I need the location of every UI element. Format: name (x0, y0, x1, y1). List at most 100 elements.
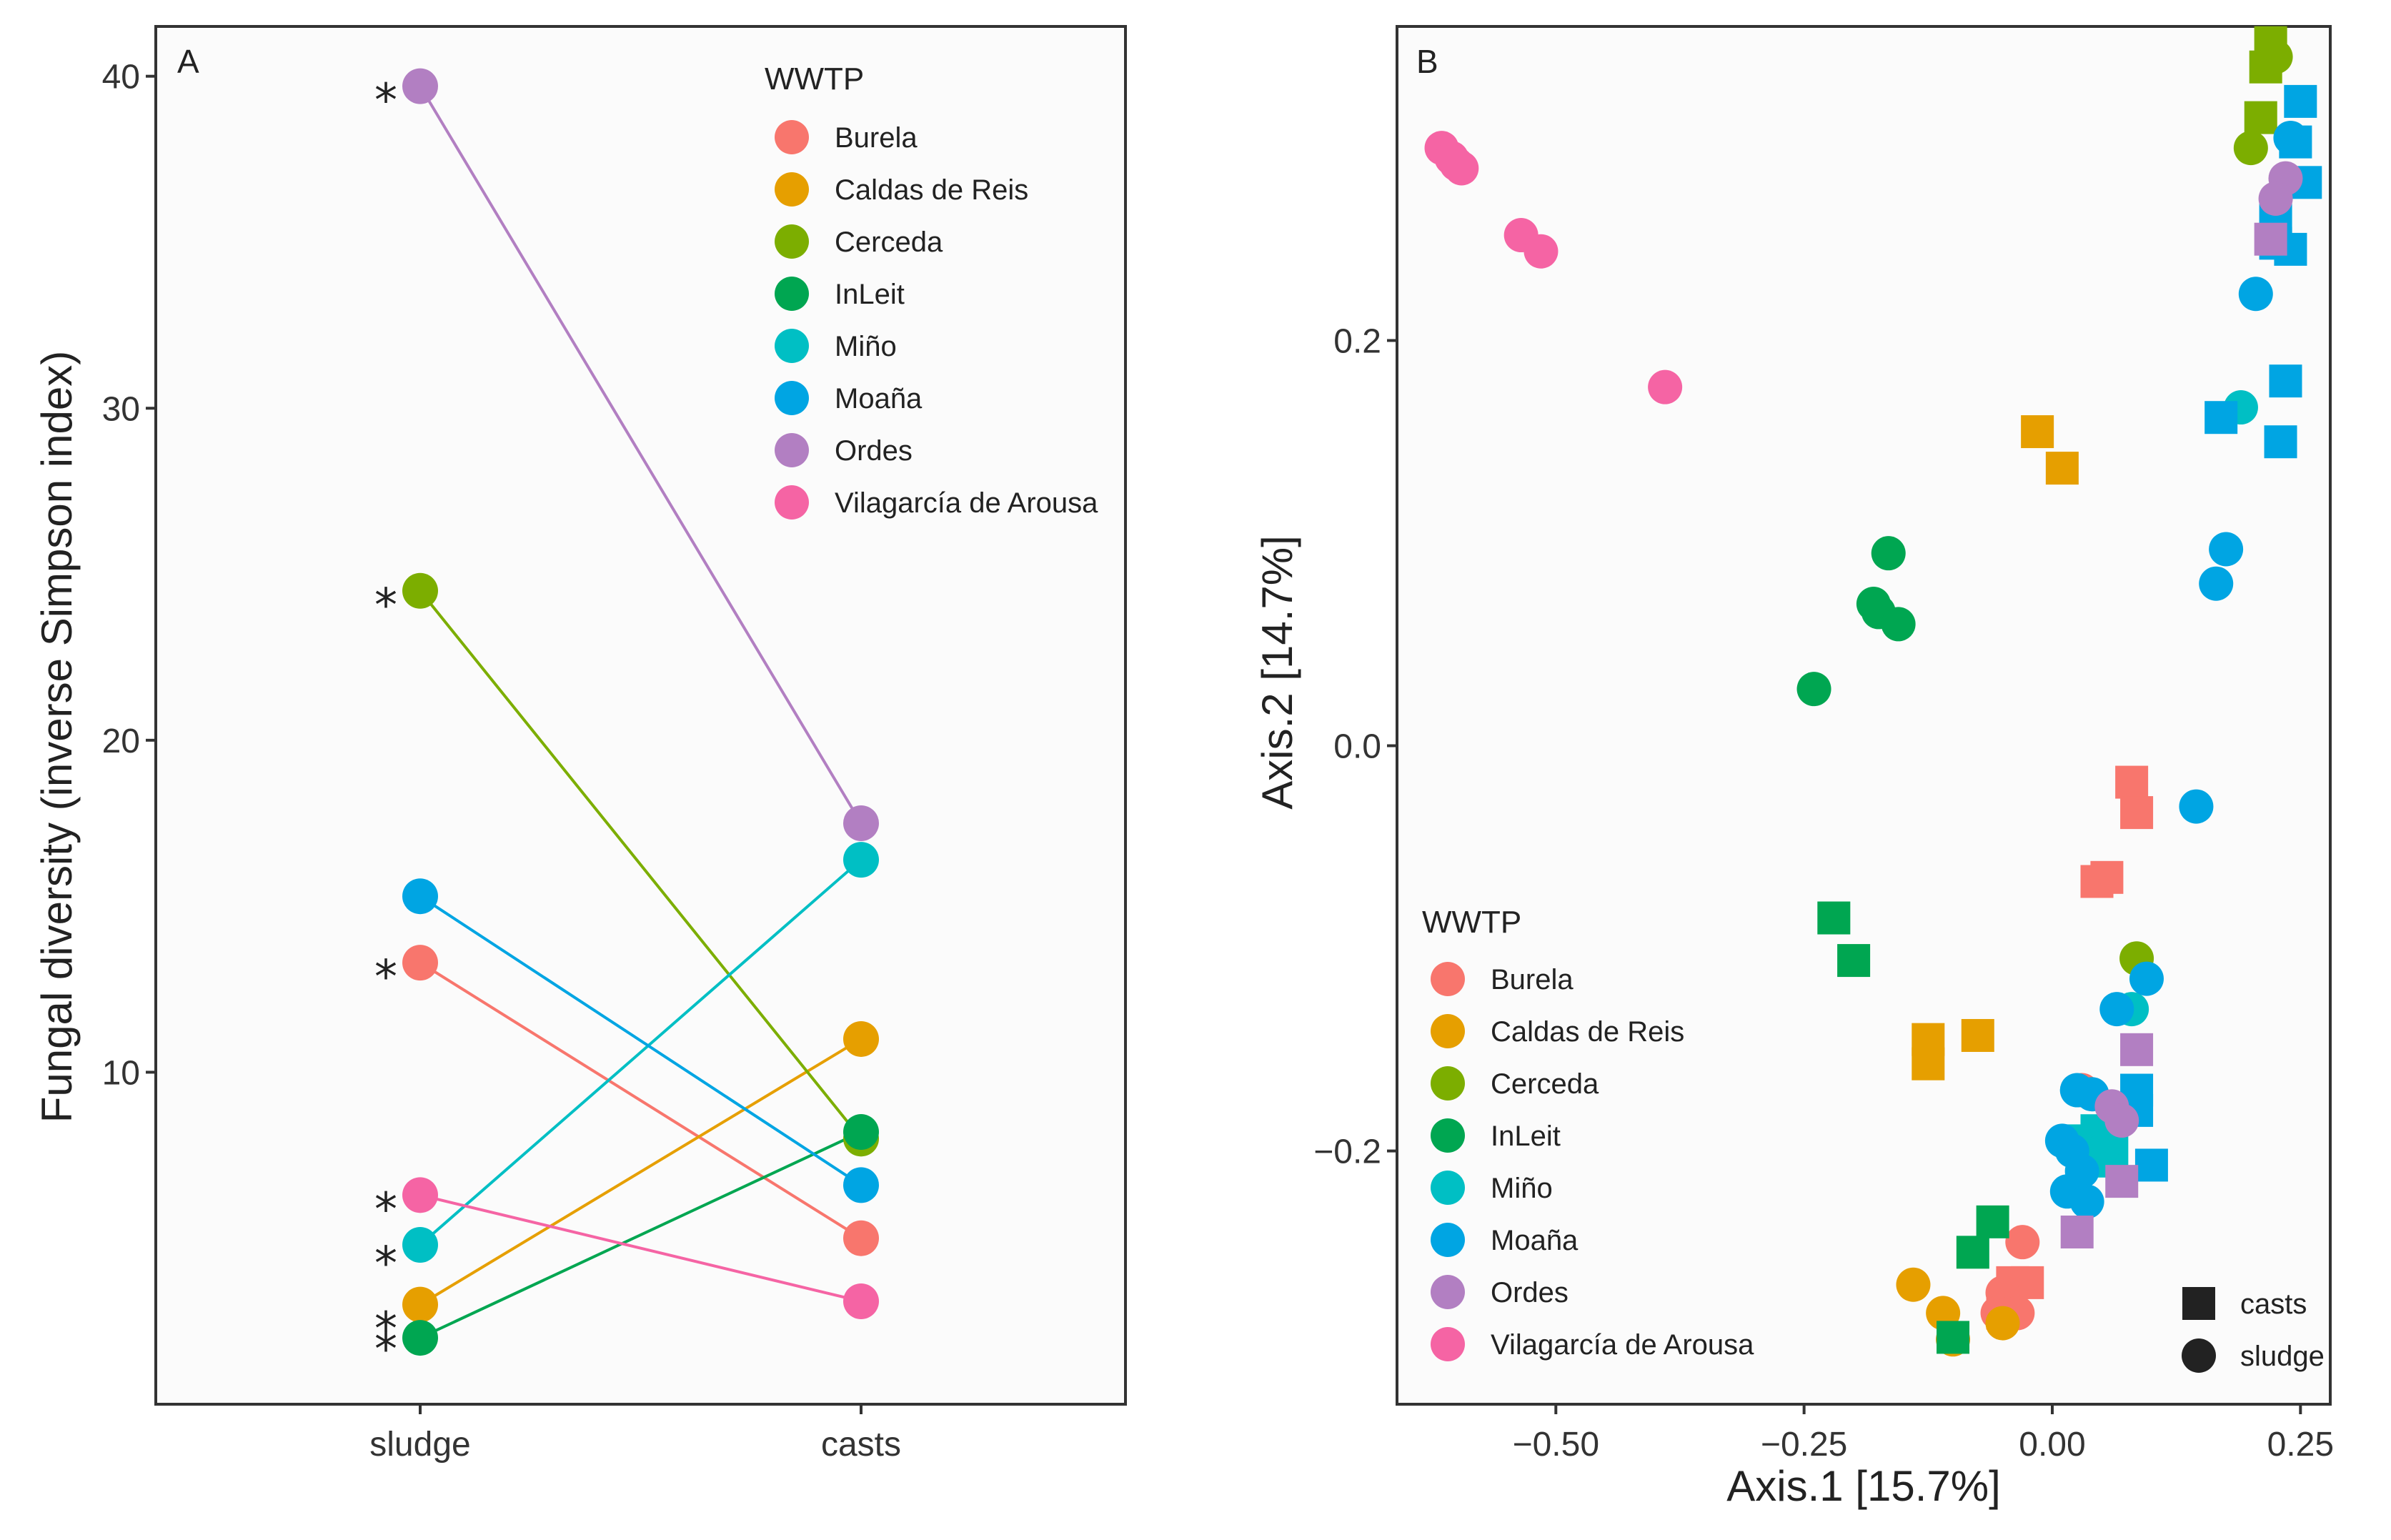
panel-b-point-sludge-inleit (1871, 536, 1906, 571)
panel-b-legend-key-burela (1431, 962, 1465, 996)
panel-b-point-sludge-ordes (2258, 182, 2293, 216)
panel-a-point-sludge-vilagarcia-de-arousa (402, 1177, 438, 1213)
panel-b-point-sludge-moana (2273, 120, 2308, 155)
panel-b-y-tick-label: 0.0 (1333, 728, 1381, 766)
panel-b-point-casts-ordes (2105, 1165, 2139, 1198)
panel-b-point-sludge-inleit (1881, 607, 1916, 642)
panel-b-point-casts-caldas-de-reis (2045, 452, 2079, 485)
panel-b-legend-label-moana: Moaña (1491, 1225, 1579, 1256)
panel-a-point-sludge-caldas-de-reis (402, 1286, 438, 1323)
panel-b-y-tick-label: −0.2 (1313, 1133, 1381, 1171)
panel-a-point-sludge-mino (402, 1227, 438, 1263)
panel-b-point-casts-inleit (1956, 1236, 1989, 1269)
panel-a-line-inleit (419, 1131, 862, 1339)
panel-b-legend-key-mino (1431, 1171, 1465, 1205)
panel-b-point-casts-moana (2269, 364, 2302, 398)
panel-b-legend-key-ordes (1431, 1275, 1465, 1309)
panel-a-line-ordes (419, 85, 863, 825)
panel-a-legend-key-vilagarcia-de-arousa (775, 485, 809, 520)
panel-b-point-sludge-moana (2099, 992, 2134, 1027)
panel-a-legend-label-cerceda: Cerceda (835, 227, 943, 258)
panel-a-legend-key-burela (775, 120, 809, 154)
panel-b-y-axis-title: Axis.2 [14.7%] (1253, 535, 1301, 810)
panel-b-point-casts-inleit (1837, 944, 1871, 978)
panel-a-legend-label-mino: Miño (835, 331, 897, 362)
panel-a-line-moana (419, 895, 863, 1187)
panel-b-point-casts-caldas-de-reis (2021, 415, 2054, 449)
panel-b-shape-key-casts (2182, 1287, 2215, 1320)
panel-a-significance-star: * (374, 1238, 397, 1291)
panel-a-point-sludge-moana (402, 878, 438, 915)
panel-a-legend-label-vilagarcia-de-arousa: Vilagarcía de Arousa (835, 487, 1098, 519)
panel-a-point-casts-vilagarcia-de-arousa (843, 1283, 879, 1319)
panel-b-point-casts-caldas-de-reis (1912, 1047, 1945, 1081)
panel-a-legend-label-moana: Moaña (835, 383, 923, 414)
panel-a-legend-key-moana (775, 381, 809, 415)
panel-a-point-sludge-inleit (402, 1320, 438, 1356)
panel-a-legend-label-ordes: Ordes (835, 435, 913, 467)
panel-b-legend-key-vilagarcia-de-arousa (1431, 1327, 1465, 1361)
panel-b-point-sludge-cerceda (2258, 39, 2293, 74)
panel-b-shape-legend: casts sludge (2182, 1287, 2325, 1373)
panel-a-line-mino (419, 858, 863, 1246)
panel-b-point-sludge-vilagarcia-de-arousa (1523, 234, 1559, 269)
panel-a-point-casts-moana (843, 1167, 879, 1203)
panel-b-legend-key-cerceda (1431, 1066, 1465, 1101)
panel-a-y-axis-title: Fungal diversity (inverse Simpson index) (33, 351, 81, 1123)
panel-a: A Fungal diversity (inverse Simpson inde… (33, 25, 1127, 1464)
panel-a-point-sludge-cerceda (402, 572, 438, 609)
panel-b-legend-label-cerceda: Cerceda (1491, 1068, 1599, 1100)
panel-a-point-casts-burela (843, 1220, 879, 1256)
panel-b-point-casts-caldas-de-reis (1961, 1018, 1994, 1052)
panel-a-line-caldas-de-reis (419, 1038, 863, 1306)
panel-b-point-sludge-caldas-de-reis (1896, 1267, 1931, 1302)
panel-a-significance-star: * (374, 1183, 397, 1236)
panel-b-legend-label-ordes: Ordes (1491, 1277, 1569, 1308)
panel-b-point-sludge-burela (2005, 1225, 2040, 1260)
panel-a-significance-star: * (374, 75, 397, 128)
panel-b-shape-label-sludge: sludge (2240, 1341, 2325, 1372)
panel-b-point-sludge-moana (2238, 277, 2273, 312)
panel-b-point-casts-burela (2115, 765, 2149, 799)
panel-a-y-tick-label: 40 (102, 59, 140, 96)
panel-a-significance-star: * (374, 1303, 397, 1356)
panel-b-point-sludge-moana (2199, 566, 2234, 601)
panel-b-legend-label-vilagarcia-de-arousa: Vilagarcía de Arousa (1491, 1329, 1754, 1361)
panel-b-point-casts-inleit (1817, 901, 1851, 935)
panel-b-point-casts-ordes (2060, 1216, 2094, 1248)
panel-a-legend-title: WWTP (765, 61, 864, 96)
panel-b-point-casts-moana (2264, 425, 2297, 459)
panel-b-point-sludge-moana (2129, 961, 2164, 996)
panel-b-x-axis-title: Axis.1 [15.7%] (1726, 1462, 2001, 1510)
panel-a-legend: WWTP Burela Caldas de Reis Cerceda InLeit Mi… (765, 61, 1098, 520)
panel-a-significance-star: * (374, 580, 397, 632)
panel-b-point-sludge-ordes (2104, 1103, 2139, 1138)
panel-b-legend-key-caldas-de-reis (1431, 1014, 1465, 1048)
panel-a-legend-key-mino (775, 329, 809, 363)
panel-b-x-tick-label: 0.00 (2019, 1426, 2085, 1464)
panel-b-x-tick-label: −0.50 (1513, 1426, 1599, 1464)
panel-b-point-sludge-moana (2209, 532, 2244, 567)
panel-b-shape-key-sludge (2182, 1338, 2216, 1373)
panel-b-legend-label-inleit: InLeit (1491, 1121, 1561, 1152)
panel-b-point-sludge-vilagarcia-de-arousa (1648, 369, 1683, 404)
panel-a-point-casts-ordes (843, 805, 879, 841)
panel-b-legend-label-burela: Burela (1491, 964, 1574, 995)
panel-a-line-cerceda (419, 590, 863, 1140)
panel-a-y-tick-label: 10 (102, 1054, 140, 1092)
panel-a-legend-key-ordes (775, 433, 809, 467)
panel-b-legend-label-caldas-de-reis: Caldas de Reis (1491, 1016, 1684, 1048)
panel-b-point-casts-inleit (1937, 1321, 1970, 1354)
panel-a-legend-key-inleit (775, 277, 809, 311)
panel-a-legend-key-cerceda (775, 224, 809, 259)
panel-b-point-sludge-moana (2179, 789, 2214, 824)
panel-a-tag: A (177, 43, 199, 80)
panel-a-line-vilagarcia-de-arousa (419, 1193, 862, 1303)
panel-a-significance-star: * (374, 1323, 397, 1376)
panel-b-point-casts-moana (2134, 1148, 2168, 1182)
panel-b-point-sludge-vilagarcia-de-arousa (1444, 151, 1479, 186)
panel-a-point-casts-caldas-de-reis (843, 1020, 879, 1057)
panel-b-point-casts-inleit (1976, 1205, 2009, 1238)
panel-b-point-casts-ordes (2120, 1033, 2154, 1066)
